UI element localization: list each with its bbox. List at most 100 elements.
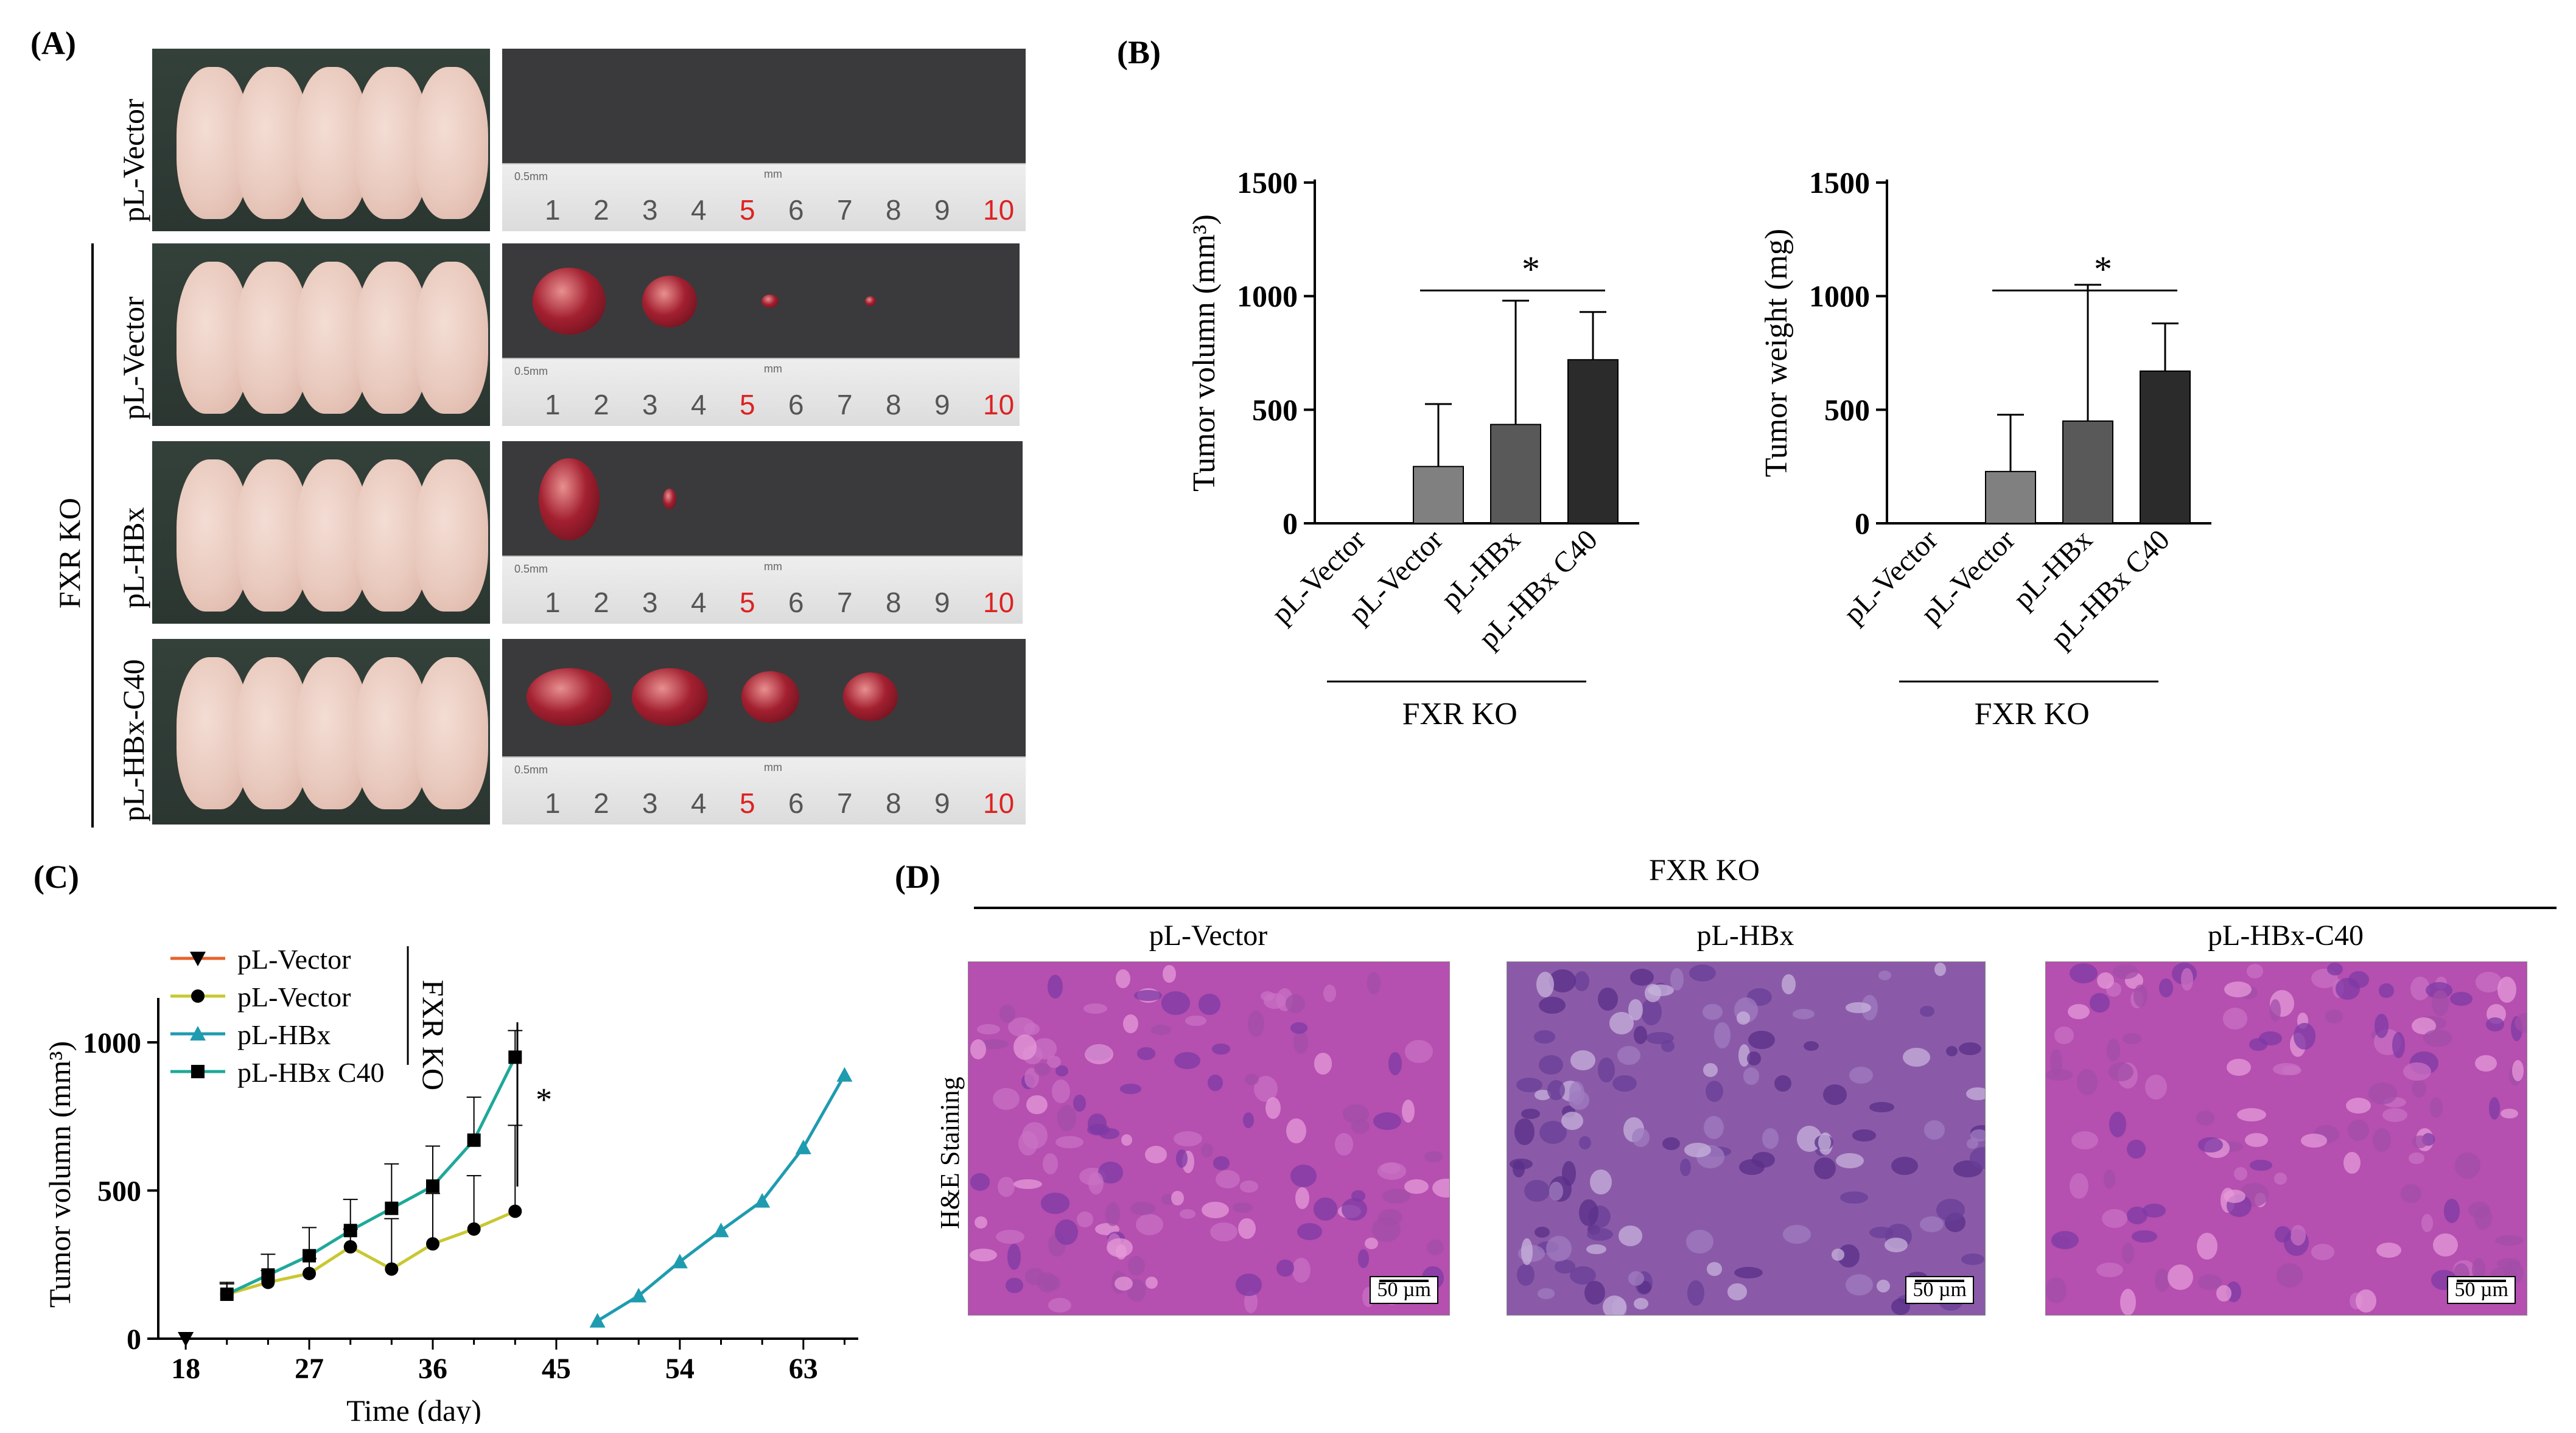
cell-nucleus	[1570, 1050, 1595, 1070]
weight-y-tick-label: 0	[1855, 506, 1870, 540]
cell-nucleus	[1233, 1202, 1253, 1213]
cell-nucleus	[1546, 1235, 1572, 1261]
ruler-number: 7	[837, 787, 853, 819]
cell-nucleus	[1534, 1089, 1552, 1101]
cell-nucleus	[2432, 1233, 2458, 1257]
cell-nucleus	[1174, 1131, 1203, 1146]
ruler-number: 1	[545, 194, 561, 226]
cell-nucleus	[1367, 972, 1381, 994]
cell-nucleus	[1377, 1162, 1407, 1180]
cell-nucleus	[1703, 1063, 1718, 1078]
cell-nucleus	[2181, 968, 2193, 991]
cell-nucleus	[1640, 999, 1662, 1025]
cell-nucleus	[2368, 1082, 2398, 1104]
cell-nucleus	[1561, 1112, 1583, 1131]
cell-nucleus	[1512, 1160, 1525, 1178]
cell-nucleus	[1404, 1040, 1433, 1064]
cell-nucleus	[1013, 1034, 1037, 1060]
cell-nucleus	[1961, 1253, 1985, 1265]
cell-nucleus	[1213, 1156, 1230, 1170]
cell-nucleus	[1852, 1129, 1876, 1142]
volume-y-tick-label: 1500	[1237, 166, 1298, 200]
tumor-specimen	[865, 296, 876, 306]
cell-nucleus	[1823, 1084, 1847, 1105]
growth-point	[467, 1133, 481, 1147]
cell-nucleus	[2133, 984, 2147, 1007]
cell-nucleus	[2486, 1017, 2504, 1032]
cell-nucleus	[1176, 1149, 1188, 1168]
growth-point	[508, 1204, 522, 1218]
cell-nucleus	[1357, 1249, 1370, 1269]
cell-nucleus	[2488, 1097, 2500, 1120]
row-label-3: pL-HBx	[116, 507, 150, 608]
volume-bar	[1413, 465, 1464, 525]
cell-nucleus	[1265, 1097, 1281, 1120]
ruler-scale-label: 0.5mm	[514, 563, 548, 575]
cell-nucleus	[2276, 1263, 2303, 1288]
cell-nucleus	[2119, 1289, 2136, 1315]
ruler-number: 5	[740, 389, 755, 420]
cell-nucleus	[2090, 992, 2110, 1013]
cell-nucleus	[2226, 1059, 2251, 1076]
cell-nucleus	[1335, 1133, 1354, 1156]
ruler-number: 2	[593, 389, 609, 420]
ruler-unit-label: mm	[764, 560, 782, 573]
ruler-number: 10	[983, 587, 1015, 618]
ruler-number: 7	[837, 389, 853, 420]
ruler-number: 6	[788, 587, 804, 618]
cell-nucleus	[1264, 993, 1286, 1009]
ruler-scale-label: 0.5mm	[514, 170, 548, 183]
scale-bar-2: 50 µm	[1905, 1276, 1974, 1304]
cell-nucleus	[1364, 1237, 1378, 1249]
fxr-ko-group-label-a: FXR KO	[52, 498, 86, 608]
cell-nucleus	[2372, 1128, 2392, 1152]
ruler-number: 6	[788, 194, 804, 226]
cell-nucleus	[1145, 1276, 1158, 1289]
ruler-number: 4	[691, 587, 707, 618]
cell-nucleus	[2246, 964, 2264, 979]
cell-nucleus	[1432, 1178, 1449, 1198]
cell-nucleus	[2051, 1230, 2079, 1250]
cell-nucleus	[1022, 1121, 1048, 1149]
cell-nucleus	[1105, 1202, 1120, 1226]
cell-nucleus	[2348, 1119, 2370, 1141]
cell-nucleus	[1703, 1004, 1723, 1020]
histo-label-1: pL-Vector	[1149, 919, 1268, 952]
ruler-number: 8	[886, 587, 901, 618]
cell-nucleus	[1562, 1161, 1576, 1186]
growth-point	[589, 1313, 606, 1328]
cell-nucleus	[2198, 1274, 2222, 1290]
ruler-number: 2	[593, 787, 609, 819]
cell-nucleus	[1378, 1209, 1402, 1226]
growth-y-tick-label: 1000	[83, 1027, 141, 1059]
growth-point	[191, 989, 205, 1003]
growth-x-tick-label: 18	[171, 1353, 200, 1385]
cell-nucleus	[1970, 1129, 1985, 1142]
cell-nucleus	[1426, 1239, 1444, 1255]
cell-nucleus	[1047, 974, 1063, 999]
cell-nucleus	[1885, 1238, 1908, 1253]
growth-point	[671, 1253, 688, 1269]
cell-nucleus	[1869, 1102, 1895, 1112]
cell-nucleus	[2401, 1184, 2421, 1203]
cell-nucleus	[974, 1216, 987, 1229]
growth-significance-star: *	[536, 1081, 552, 1118]
cell-nucleus	[1538, 997, 1566, 1014]
tumor-photo-3: 1 2 3 4 5 6 7 8 9 10 0.5mm mm	[502, 441, 1023, 624]
tumor-specimen	[642, 275, 697, 327]
panel-label-d: (D)	[895, 859, 940, 895]
cell-nucleus	[2113, 964, 2139, 979]
volume-y-tick-label: 500	[1252, 392, 1298, 427]
growth-x-tick-label: 45	[542, 1353, 571, 1385]
cell-nucleus	[2431, 990, 2449, 1017]
growth-x-tick-label: 54	[665, 1353, 695, 1385]
cell-nucleus	[1046, 1056, 1061, 1069]
tumor-specimen	[533, 268, 606, 335]
growth-point	[467, 1222, 481, 1236]
cell-nucleus	[1782, 1225, 1811, 1244]
cell-nucleus	[998, 1177, 1015, 1198]
cell-nucleus	[1341, 1198, 1367, 1221]
cell-nucleus	[1774, 1075, 1791, 1092]
volume-group-label: FXR KO	[1402, 697, 1517, 731]
